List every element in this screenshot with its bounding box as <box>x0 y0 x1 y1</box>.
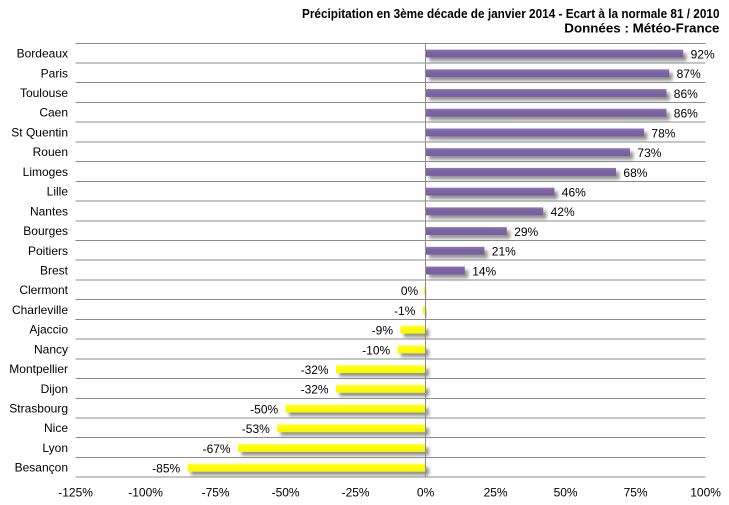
svg-text:50%: 50% <box>554 486 578 500</box>
svg-text:100%: 100% <box>690 486 721 500</box>
svg-text:-53%: -53% <box>242 422 270 436</box>
svg-text:-32%: -32% <box>301 363 329 377</box>
svg-text:-100%: -100% <box>128 486 163 500</box>
svg-text:St Quentin: St Quentin <box>11 125 68 139</box>
svg-text:-1%: -1% <box>394 304 416 318</box>
svg-text:0%: 0% <box>417 486 435 500</box>
svg-text:86%: 86% <box>674 87 698 101</box>
svg-text:86%: 86% <box>674 107 698 121</box>
svg-text:Charleville: Charleville <box>12 303 68 317</box>
svg-text:25%: 25% <box>484 486 508 500</box>
svg-text:Poitiers: Poitiers <box>28 244 68 258</box>
svg-text:Bordeaux: Bordeaux <box>17 47 68 61</box>
svg-text:-125%: -125% <box>58 486 93 500</box>
svg-text:Clermont: Clermont <box>19 283 68 297</box>
svg-text:78%: 78% <box>651 126 675 140</box>
svg-text:Données : Météo-France: Données : Météo-France <box>564 21 719 35</box>
svg-text:75%: 75% <box>624 486 648 500</box>
svg-text:-50%: -50% <box>272 486 300 500</box>
svg-text:Nantes: Nantes <box>30 204 68 218</box>
svg-text:Nancy: Nancy <box>34 342 68 356</box>
svg-text:-50%: -50% <box>250 402 278 416</box>
svg-text:-85%: -85% <box>152 462 180 476</box>
svg-text:Précipitation en 3ème décade d: Précipitation en 3ème décade de janvier … <box>302 7 720 21</box>
svg-text:Lille: Lille <box>47 185 69 199</box>
svg-text:0%: 0% <box>401 284 419 298</box>
svg-text:Caen: Caen <box>39 106 68 120</box>
svg-text:Paris: Paris <box>41 66 68 80</box>
svg-text:Montpellier: Montpellier <box>9 362 68 376</box>
svg-text:Brest: Brest <box>40 263 69 277</box>
svg-text:Ajaccio: Ajaccio <box>29 323 68 337</box>
svg-text:14%: 14% <box>472 264 496 278</box>
svg-text:-10%: -10% <box>362 343 390 357</box>
svg-text:Dijon: Dijon <box>41 382 68 396</box>
svg-text:87%: 87% <box>677 67 701 81</box>
svg-text:-9%: -9% <box>372 324 394 338</box>
svg-text:-25%: -25% <box>342 486 370 500</box>
svg-text:-32%: -32% <box>301 383 329 397</box>
svg-text:42%: 42% <box>551 205 575 219</box>
svg-text:29%: 29% <box>514 225 538 239</box>
svg-text:Toulouse: Toulouse <box>20 86 68 100</box>
svg-text:Besançon: Besançon <box>15 461 68 475</box>
svg-text:Lyon: Lyon <box>42 441 68 455</box>
svg-text:68%: 68% <box>623 166 647 180</box>
svg-text:Rouen: Rouen <box>33 145 68 159</box>
svg-text:Nice: Nice <box>44 421 68 435</box>
svg-text:Bourges: Bourges <box>23 224 68 238</box>
svg-text:92%: 92% <box>691 47 715 61</box>
svg-text:73%: 73% <box>637 146 661 160</box>
svg-text:21%: 21% <box>492 245 516 259</box>
svg-text:-67%: -67% <box>203 442 231 456</box>
svg-text:Strasbourg: Strasbourg <box>9 402 68 416</box>
svg-text:46%: 46% <box>562 186 586 200</box>
svg-text:Limoges: Limoges <box>23 165 68 179</box>
svg-text:-75%: -75% <box>202 486 230 500</box>
